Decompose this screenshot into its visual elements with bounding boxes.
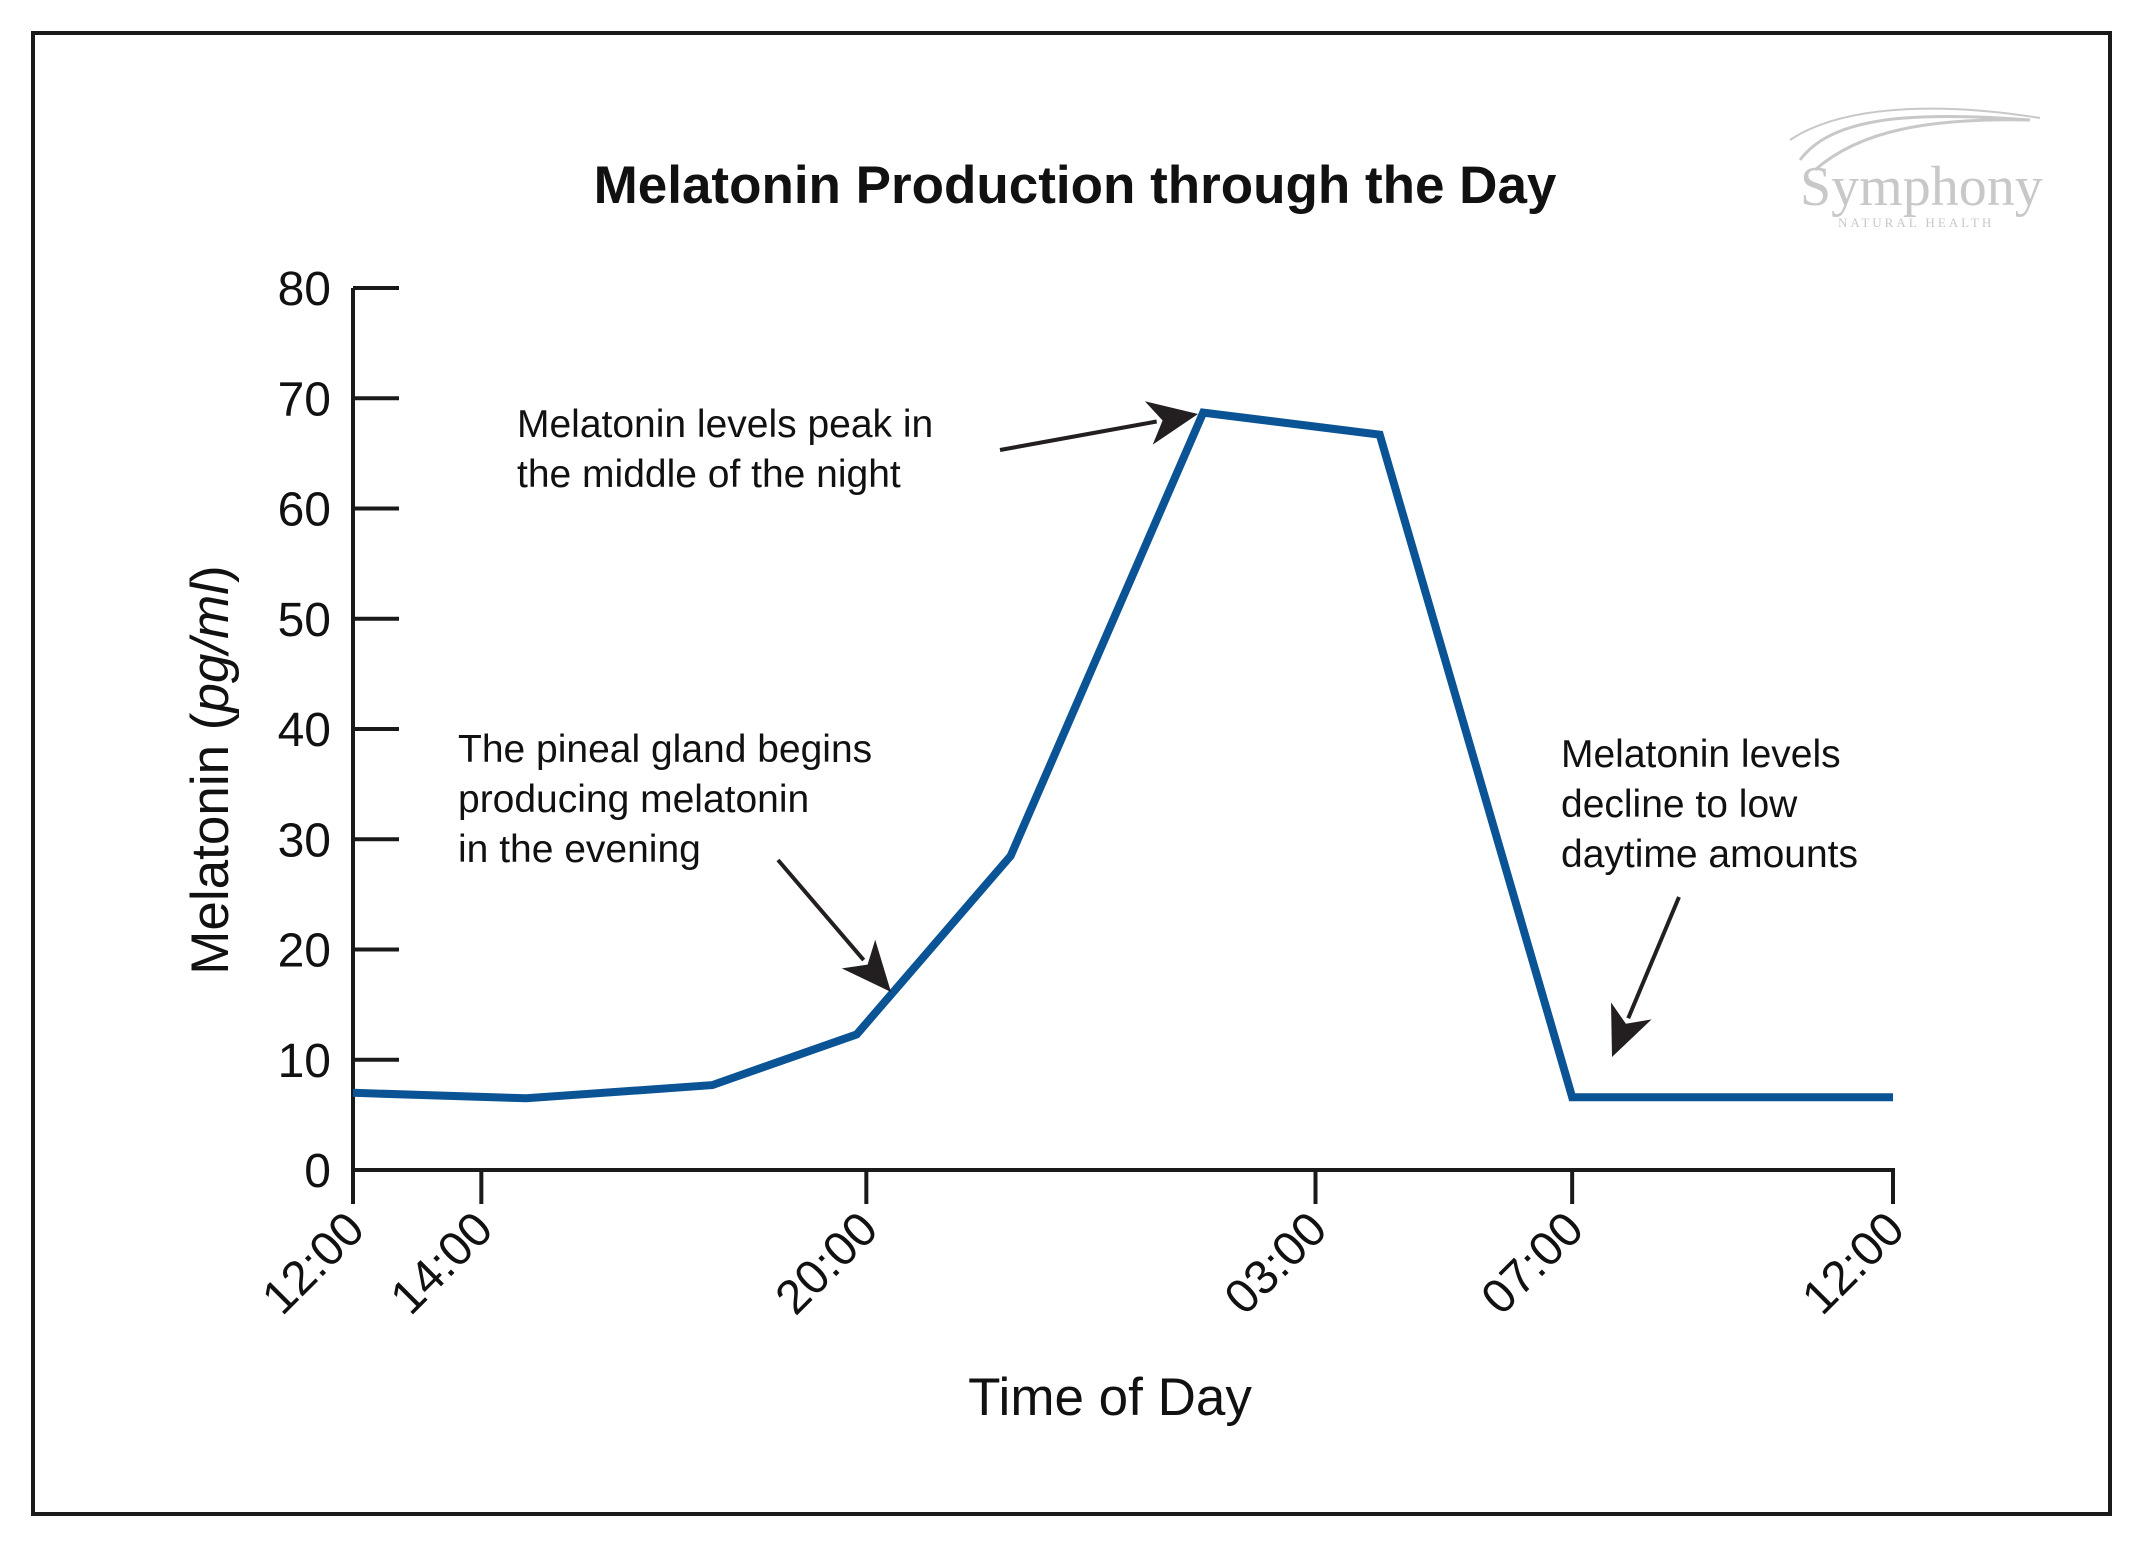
- leaf-swoosh-icon: [1798, 114, 2031, 172]
- annotation-line: The pineal gland begins: [458, 728, 872, 771]
- y-tick-label: 70: [278, 373, 331, 426]
- annotation-line: Melatonin levels peak in: [517, 403, 933, 446]
- y-axis-title-prefix: Melatonin (: [181, 712, 240, 975]
- y-tick-label: 40: [278, 704, 331, 757]
- y-tick-label: 80: [278, 263, 331, 316]
- y-axis-title: Melatonin (pg/ml): [181, 565, 240, 974]
- y-tick-label: 50: [278, 594, 331, 647]
- y-tick-label: 20: [278, 925, 331, 978]
- annotation-arrow-shaft: [1626, 896, 1681, 1020]
- figure-frame: [31, 31, 2112, 1516]
- logo-name: Symphony: [1800, 156, 2043, 218]
- annotation-text: Melatonin levels decline to low daytime am…: [1561, 733, 1858, 876]
- y-tick-label: 30: [278, 814, 331, 867]
- annotation-line: the middle of the night: [517, 453, 901, 496]
- annotation-arrow-head: [1144, 401, 1198, 445]
- leaf-swoosh-icon-2: [1789, 107, 2041, 141]
- y-tick-label: 0: [304, 1145, 331, 1198]
- plot-series: [352, 408, 1893, 1103]
- chart-title: Melatonin Production through the Day: [594, 156, 1557, 215]
- annotation-arrow-head: [1611, 1002, 1652, 1057]
- annotations: Melatonin levels peak in the middle of th…: [458, 401, 1858, 1057]
- annotation-text: Melatonin levels peak in the middle of th…: [517, 403, 933, 496]
- annotation-line: decline to low: [1561, 783, 1798, 826]
- annotation-line: Melatonin levels: [1561, 733, 1841, 776]
- annotation-line: in the evening: [458, 828, 701, 871]
- y-axis-title-unit: pg/ml: [181, 582, 240, 715]
- annotation-line: producing melatonin: [458, 778, 809, 821]
- y-tick-label: 60: [278, 484, 331, 537]
- annotation-arrow-head: [841, 939, 891, 992]
- x-axis-title: Time of Day: [968, 1368, 1252, 1427]
- symphony-logo: Symphony NATURAL HEALTH: [1789, 107, 2043, 230]
- annotation-text: The pineal gland begins producing melaton…: [458, 728, 872, 871]
- melatonin-line: [352, 408, 1893, 1103]
- logo-subtitle: NATURAL HEALTH: [1838, 215, 1994, 230]
- annotation-line: daytime amounts: [1561, 833, 1858, 876]
- y-tick-label: 10: [278, 1035, 331, 1088]
- annotation-arrow-shaft: [776, 858, 866, 962]
- annotation-arrow-shaft: [999, 419, 1158, 452]
- y-axis-title-suffix: ): [181, 565, 240, 583]
